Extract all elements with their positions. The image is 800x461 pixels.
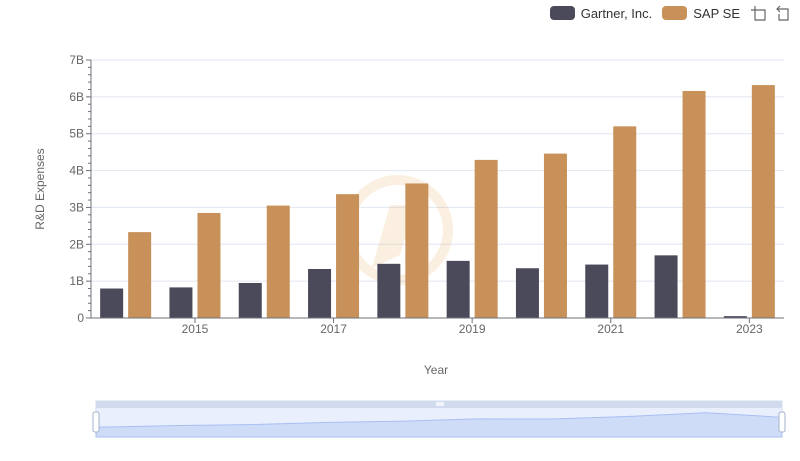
y-tick-label: 2B xyxy=(69,237,84,251)
bar-sap-2021 xyxy=(613,126,637,318)
x-tick-label: 2017 xyxy=(320,322,347,336)
bar-gartner-2016 xyxy=(238,282,262,318)
bars xyxy=(100,85,775,319)
axes: 0 1B 2B 3B 4B 5B 6B 7B 2015 2017 2019 2021 2023 xyxy=(69,53,784,336)
legend-label-sap: SAP SE xyxy=(693,5,740,21)
bar-gartner-2014 xyxy=(100,288,124,318)
bar-sap-2022 xyxy=(682,90,706,319)
bar-sap-2017 xyxy=(336,194,360,318)
y-tick-label: 0 xyxy=(77,311,84,325)
bar-sap-2018 xyxy=(405,183,429,318)
bar-sap-2019 xyxy=(474,159,498,318)
bar-sap-2015 xyxy=(197,212,221,318)
bar-sap-2023 xyxy=(751,85,775,318)
slider-grip[interactable] xyxy=(436,402,444,406)
legend-label-gartner: Gartner, Inc. xyxy=(580,5,653,21)
bar-gartner-2017 xyxy=(308,268,332,318)
x-tick-label: 2023 xyxy=(736,322,763,336)
x-tick-label: 2019 xyxy=(459,322,486,336)
legend: Gartner, Inc. SAP SE xyxy=(549,4,792,22)
bar-gartner-2021 xyxy=(585,264,609,318)
y-tick-label: 4B xyxy=(69,164,84,178)
bar-sap-2014 xyxy=(128,232,152,318)
restore-icon[interactable] xyxy=(776,5,792,21)
zoom-icon[interactable] xyxy=(750,5,766,21)
data-zoom-slider[interactable] xyxy=(92,400,786,438)
y-tick-label: 6B xyxy=(69,90,84,104)
grid-lines xyxy=(91,59,784,282)
legend-swatch-sap xyxy=(662,6,688,20)
bar-sap-2020 xyxy=(543,153,567,318)
y-tick-label: 1B xyxy=(69,274,84,288)
bar-gartner-2019 xyxy=(446,260,470,318)
x-tick-label: 2021 xyxy=(597,322,624,336)
bar-gartner-2022 xyxy=(654,255,678,318)
slider-handle-left[interactable] xyxy=(92,411,100,433)
y-tick-label: 5B xyxy=(69,127,84,141)
y-tick-label: 7B xyxy=(69,53,84,67)
y-axis-title: R&D Expenses xyxy=(33,148,47,229)
bar-gartner-2018 xyxy=(377,263,401,318)
legend-item-gartner[interactable]: Gartner, Inc. xyxy=(549,5,653,21)
bar-gartner-2020 xyxy=(515,268,539,318)
bar-sap-2016 xyxy=(266,205,290,318)
legend-item-sap[interactable]: SAP SE xyxy=(662,6,740,21)
bar-gartner-2023 xyxy=(723,316,747,318)
legend-swatch-gartner xyxy=(549,6,575,20)
x-tick-label: 2015 xyxy=(182,322,209,336)
slider-handle-right[interactable] xyxy=(778,411,786,433)
bar-gartner-2015 xyxy=(169,287,193,318)
x-axis-title: Year xyxy=(424,363,448,377)
y-tick-label: 3B xyxy=(69,200,84,214)
